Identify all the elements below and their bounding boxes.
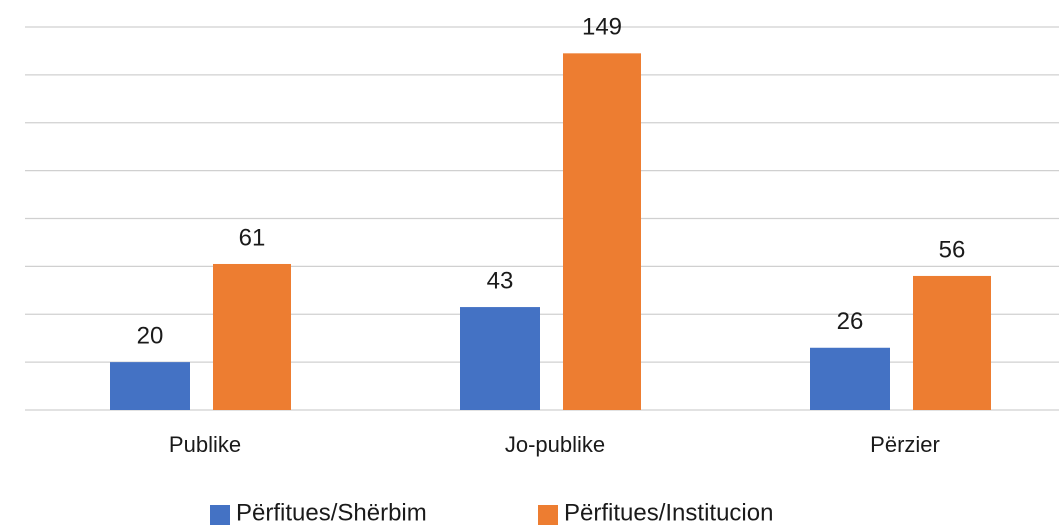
data-label: 149: [582, 14, 622, 41]
data-label: 26: [837, 308, 864, 335]
x-tick-label: Jo-publike: [505, 432, 605, 457]
bar: [810, 347, 890, 410]
data-label: 43: [487, 267, 514, 294]
data-label: 56: [939, 236, 966, 263]
legend-swatch: [538, 505, 558, 525]
x-tick-label: Publike: [169, 432, 241, 457]
bar: [460, 307, 540, 410]
x-tick-label: Përzier: [870, 432, 940, 457]
legend-label: Përfitues/Institucion: [564, 499, 773, 525]
legend-swatch: [210, 505, 230, 525]
bar: [563, 53, 641, 411]
legend-label: Përfitues/Shërbim: [236, 499, 427, 525]
data-label: 20: [137, 322, 164, 349]
bar: [213, 263, 291, 410]
data-label: 61: [239, 224, 266, 251]
bar: [913, 275, 991, 410]
bar: [110, 362, 190, 410]
